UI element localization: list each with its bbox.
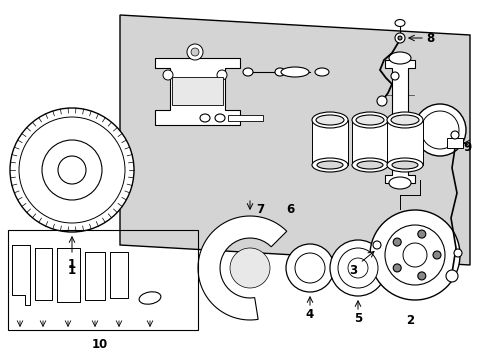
Ellipse shape (355, 115, 383, 125)
Bar (311, 120, 347, 165)
Text: 4: 4 (305, 309, 313, 321)
Ellipse shape (316, 161, 342, 169)
Text: 2: 2 (405, 314, 413, 327)
Text: 9: 9 (463, 141, 471, 154)
Text: 10: 10 (92, 338, 108, 351)
Circle shape (432, 251, 440, 259)
Circle shape (42, 140, 102, 200)
Bar (446, 138, 462, 148)
Circle shape (394, 33, 404, 43)
Bar (172, 77, 223, 105)
Ellipse shape (388, 52, 410, 64)
Ellipse shape (386, 158, 422, 172)
Ellipse shape (390, 115, 418, 125)
Circle shape (58, 156, 86, 184)
Circle shape (402, 243, 426, 267)
Text: 5: 5 (353, 311, 362, 324)
Circle shape (390, 72, 398, 80)
Bar (227, 115, 263, 121)
Polygon shape (35, 248, 52, 300)
Circle shape (376, 96, 386, 106)
Text: 1: 1 (68, 264, 76, 276)
Circle shape (450, 131, 458, 139)
Text: 8: 8 (425, 31, 433, 45)
Polygon shape (12, 245, 30, 305)
Circle shape (217, 70, 226, 80)
Polygon shape (155, 58, 240, 125)
Circle shape (392, 238, 400, 246)
Polygon shape (120, 15, 469, 265)
Ellipse shape (351, 158, 387, 172)
Circle shape (417, 230, 425, 238)
Circle shape (294, 253, 325, 283)
Bar (386, 120, 422, 165)
Ellipse shape (420, 111, 458, 149)
Ellipse shape (386, 112, 422, 128)
Circle shape (163, 70, 173, 80)
Circle shape (417, 272, 425, 280)
Ellipse shape (394, 19, 404, 27)
Ellipse shape (200, 114, 209, 122)
Ellipse shape (215, 114, 224, 122)
Ellipse shape (356, 161, 382, 169)
Polygon shape (384, 60, 414, 183)
Polygon shape (85, 252, 105, 300)
Circle shape (285, 244, 333, 292)
Circle shape (384, 225, 444, 285)
Ellipse shape (314, 68, 328, 76)
Ellipse shape (311, 112, 347, 128)
Circle shape (369, 210, 459, 300)
Bar (8, 230, 198, 330)
Circle shape (329, 240, 385, 296)
Circle shape (186, 44, 203, 60)
Text: 7: 7 (255, 203, 264, 216)
Circle shape (397, 36, 401, 40)
Circle shape (392, 264, 400, 272)
Text: 6: 6 (285, 203, 293, 216)
Bar (351, 120, 387, 165)
Ellipse shape (243, 68, 252, 76)
Ellipse shape (281, 67, 308, 77)
Circle shape (229, 248, 269, 288)
Ellipse shape (315, 115, 343, 125)
Polygon shape (198, 216, 286, 320)
Ellipse shape (391, 161, 417, 169)
Text: 3: 3 (348, 264, 356, 276)
Ellipse shape (413, 104, 465, 156)
Polygon shape (110, 252, 128, 298)
Circle shape (445, 270, 457, 282)
Polygon shape (57, 248, 80, 302)
Circle shape (337, 248, 377, 288)
Text: 1: 1 (68, 258, 76, 271)
Circle shape (19, 117, 125, 223)
Ellipse shape (351, 112, 387, 128)
Ellipse shape (139, 292, 161, 304)
Circle shape (372, 241, 380, 249)
Ellipse shape (274, 68, 285, 76)
Circle shape (453, 249, 461, 257)
Ellipse shape (388, 177, 410, 189)
Circle shape (191, 48, 199, 56)
Circle shape (347, 258, 367, 278)
Ellipse shape (311, 158, 347, 172)
Circle shape (10, 108, 134, 232)
